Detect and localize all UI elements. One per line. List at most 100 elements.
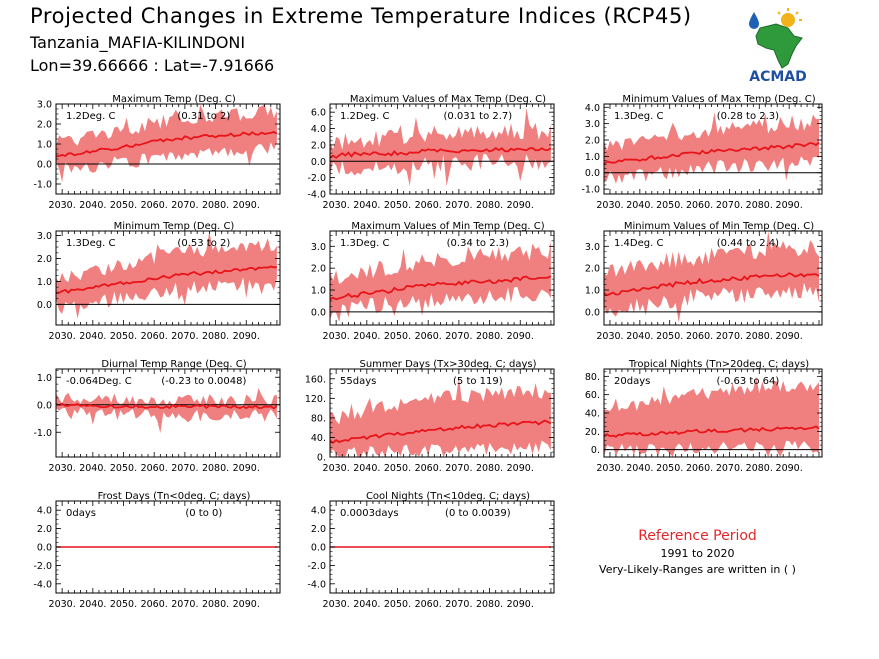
y-tick-label: 0.0 [37,160,52,171]
x-tick-label: 2090. [776,200,803,211]
x-tick-label: 2060. [686,331,713,342]
chart-range-label: (0.44 to 2.4) [717,238,779,249]
ranges-note: Very-Likely-Ranges are written in ( ) [599,563,796,576]
chart-value-label: 1.2Deg. C [340,111,389,122]
chart-panel-diurnal-temp-range: 2030. 2040. 2050. 2060. 2070. 2080. 2090. -1.0 0… [33,359,281,474]
x-tick-label: 2050. [384,599,411,610]
africa-map-logo: ACMAD [749,8,807,84]
y-tick-label: 3.0 [37,231,52,242]
y-tick-label: 0.0 [585,307,600,318]
y-tick-label: 1.0 [37,373,52,384]
y-tick-label: -2.0 [307,173,326,184]
chart-title: Summer Days (Tx>30deg. C; days) [359,359,536,370]
x-tick-label: 2090. [233,599,260,610]
x-tick-label: 2070. [445,200,472,211]
y-tick-label: 2.0 [37,254,52,265]
x-tick-label: 2030. [596,463,623,474]
y-tick-label: 40. [311,433,326,444]
chart-panel-tropical-nights: 2030. 2040. 2050. 2060. 2070. 2080. 2090. 0. 20.… [585,359,823,474]
x-tick-label: 2090. [507,200,534,211]
y-tick-label: -4.0 [307,579,326,590]
x-tick-label: 2040. [626,200,653,211]
x-tick-label: 2080. [746,331,773,342]
x-tick-label: 2040. [353,331,380,342]
y-tick-label: 2.0 [585,264,600,275]
y-tick-label: 1.0 [585,152,600,163]
y-tick-label: -1.0 [33,180,52,191]
y-tick-label: 80. [311,413,326,424]
y-tick-label: 160. [305,374,326,385]
chart-range-label: (-0.63 to 64) [716,376,779,387]
sun-icon [777,8,802,27]
x-tick-label: 2030. [49,331,76,342]
y-tick-label: 0.0 [37,543,52,554]
likely-range-band [330,108,551,187]
x-tick-label: 2030. [49,463,76,474]
chart-value-label: 0days [66,508,96,519]
africa-shape [755,23,803,69]
x-tick-label: 2050. [110,599,137,610]
logo-text: ACMAD [749,69,807,84]
y-tick-label: -1.0 [581,185,600,196]
y-tick-label: 1.0 [311,286,326,297]
chart-panel-max-of-min-temp: 2030. 2040. 2050. 2060. 2070. 2080. 2090. 0.0 1.… [311,221,555,342]
x-tick-label: 2060. [686,200,713,211]
y-tick-label: 3.0 [585,119,600,130]
chart-value-label: 1.2Deg. C [66,111,115,122]
chart-panel-max-of-max-temp: 2030. 2040. 2050. 2060. 2070. 2080. 2090. -4.0 -… [307,94,555,211]
x-tick-label: 2070. [445,331,472,342]
median-line [329,419,552,444]
plot-frame [55,368,281,458]
y-tick-label: 2.0 [311,140,326,151]
x-tick-label: 2060. [415,599,442,610]
likely-range-band [604,376,819,457]
likely-range-band [330,241,551,322]
x-tick-label: 2040. [626,463,653,474]
y-tick-label: 0.0 [37,400,52,411]
chart-range-label: (0.031 to 2.7) [443,111,512,122]
station-coordinates: Lon=39.66666 : Lat=-7.91666 [30,56,275,75]
x-tick-label: 2080. [202,463,229,474]
x-tick-label: 2050. [110,331,137,342]
x-tick-label: 2040. [353,200,380,211]
x-tick-label: 2030. [323,599,350,610]
y-tick-label: 1.0 [37,140,52,151]
median-line [603,425,820,438]
y-tick-label: 2.0 [585,136,600,147]
x-tick-label: 2080. [202,331,229,342]
y-tick-label: 3.0 [37,100,52,111]
x-tick-label: 2040. [79,463,106,474]
x-tick-label: 2040. [626,331,653,342]
x-tick-label: 2050. [656,200,683,211]
y-tick-label: 6.0 [311,108,326,119]
x-tick-label: 2030. [323,331,350,342]
reference-years: 1991 to 2020 [660,547,735,560]
median-line [56,265,277,294]
x-tick-label: 2060. [141,331,168,342]
x-tick-label: 2080. [202,200,229,211]
chart-range-label: (0.53 to 2) [177,238,230,249]
raindrop-icon [749,12,759,29]
x-tick-label: 2070. [171,599,198,610]
y-tick-label: 4.0 [311,506,326,517]
y-tick-label: -4.0 [307,190,326,201]
x-tick-label: 2030. [596,331,623,342]
x-tick-label: 2090. [776,463,803,474]
y-tick-label: -2.0 [307,561,326,572]
x-tick-label: 2090. [507,331,534,342]
y-tick-label: -1.0 [33,428,52,439]
chart-title: Maximum Values of Max Temp (Deg. C) [350,94,546,105]
median-line [55,402,278,410]
x-tick-label: 2090. [233,200,260,211]
chart-range-label: (0.28 to 2.3) [717,111,779,122]
plot-frame [329,230,555,326]
x-tick-label: 2080. [202,599,229,610]
y-tick-label: 0.0 [585,168,600,179]
chart-panel-max-temp: 2030. 2040. 2050. 2060. 2070. 2080. 2090. -1.0 0… [33,94,281,211]
chart-title: Minimum Temp (Deg. C) [114,221,235,232]
station-name: Tanzania_MAFIA-KILINDONI [30,33,246,52]
x-tick-label: 2090. [507,599,534,610]
chart-title: Tropical Nights (Tn>20deg. C; days) [628,359,809,370]
chart-title: Minimum Values of Max Temp (Deg. C) [622,94,815,105]
